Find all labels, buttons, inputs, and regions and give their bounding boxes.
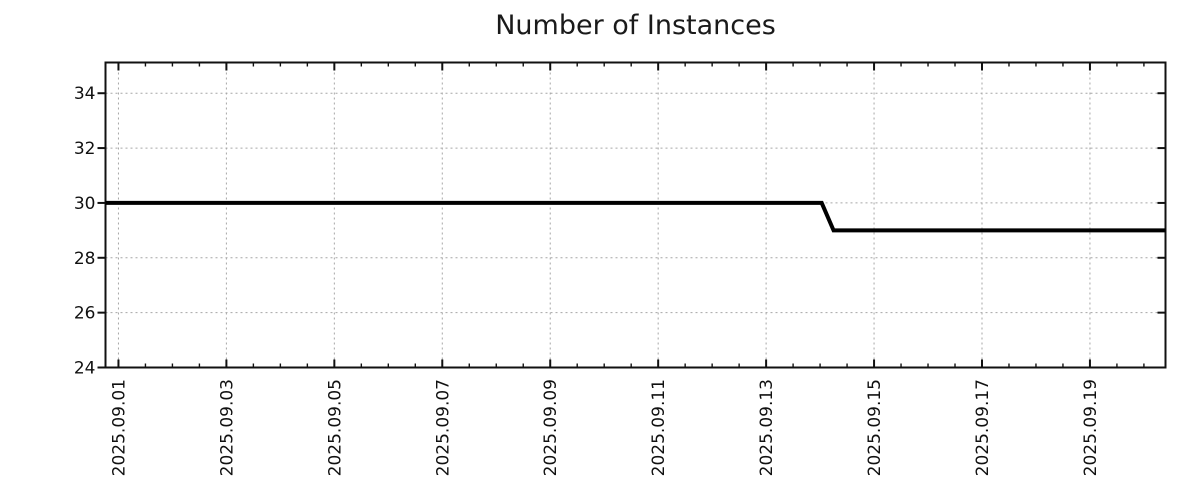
y-tick-label: 34: [74, 84, 96, 104]
plot-border: [104, 61, 1167, 369]
y-tick-label: 24: [74, 359, 96, 379]
x-tick-label: 2025.09.13: [757, 379, 777, 476]
x-tick-label: 2025.09.03: [217, 379, 237, 476]
x-tick-label: 2025.09.19: [1081, 379, 1101, 476]
y-tick-label: 32: [74, 139, 96, 159]
x-tick-label: 2025.09.15: [865, 379, 885, 476]
x-tick-label: 2025.09.07: [433, 379, 453, 476]
x-tick-label: 2025.09.01: [109, 379, 129, 476]
y-tick-label: 28: [74, 249, 96, 269]
x-tick-label: 2025.09.17: [973, 379, 993, 476]
x-tick-label: 2025.09.09: [541, 379, 561, 476]
y-tick-label: 26: [74, 304, 96, 324]
y-tick-label: 30: [74, 194, 96, 214]
x-tick-label: 2025.09.11: [649, 379, 669, 476]
x-tick-label: 2025.09.05: [325, 379, 345, 476]
chart-title: Number of Instances: [495, 10, 776, 41]
series-line-number-of-instances: [105, 200, 1166, 233]
